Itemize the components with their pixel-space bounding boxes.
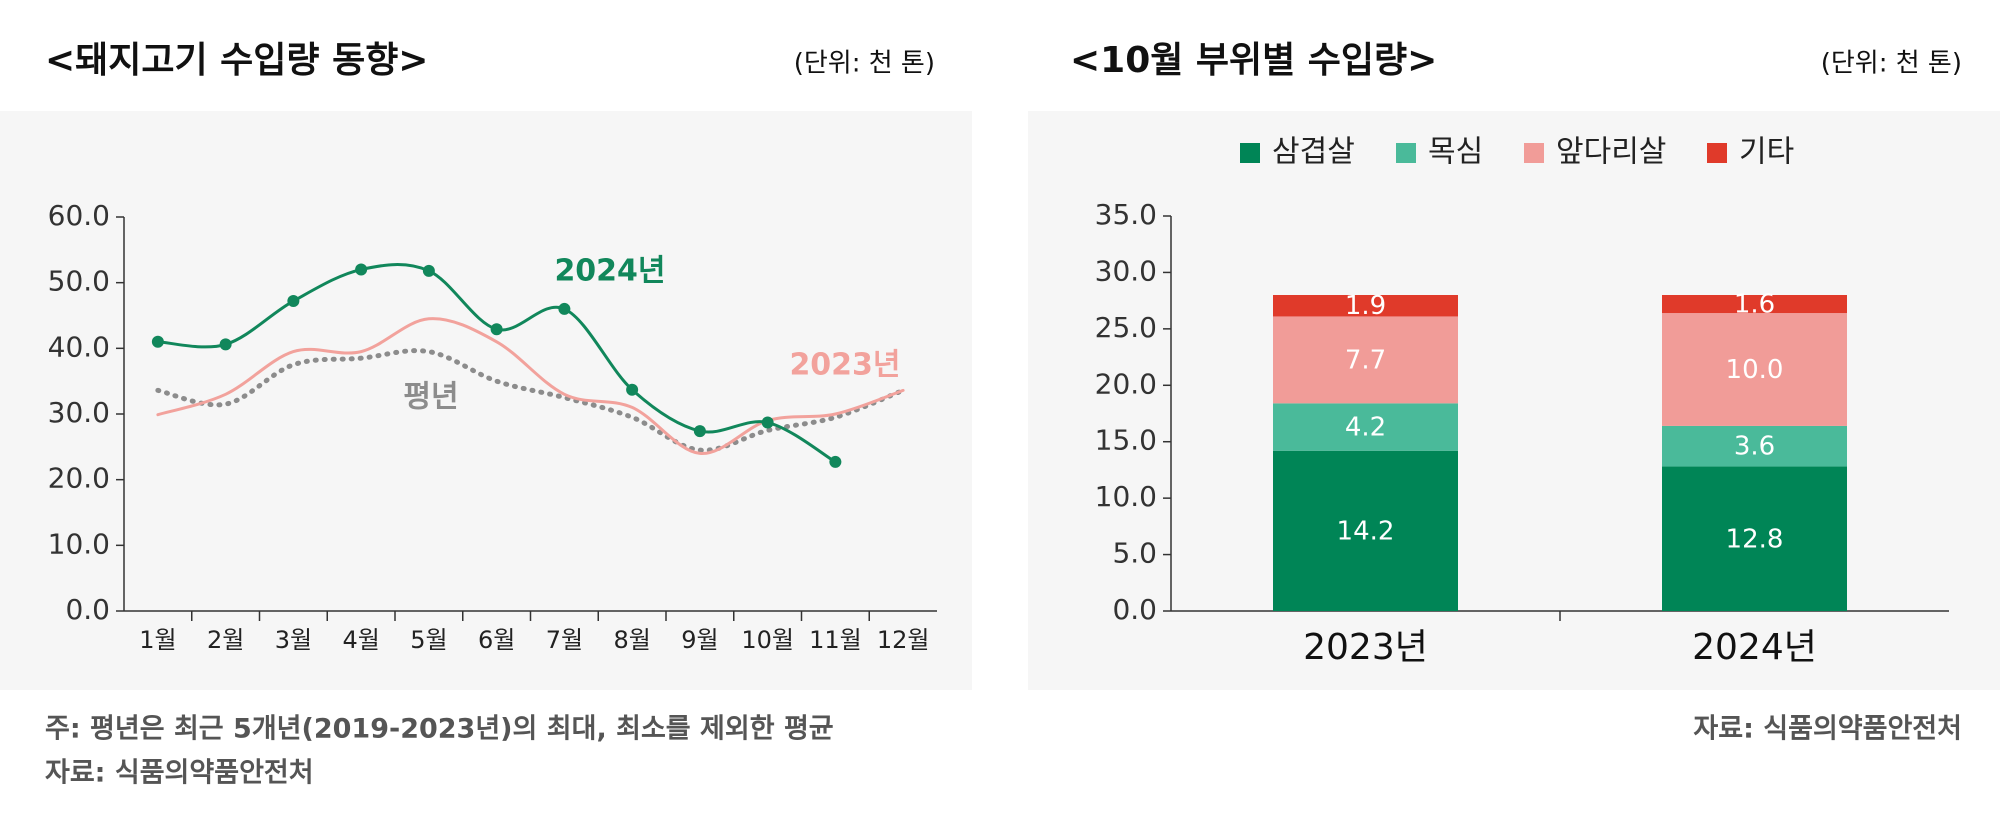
value-label: 4.2: [1345, 413, 1386, 443]
legend-label: 삼겹살: [1272, 135, 1355, 170]
x-tick-label: 9월: [681, 626, 718, 654]
x-tick-label: 10월: [741, 626, 794, 654]
point: [626, 383, 639, 396]
y-tick-label: 5.0: [1112, 537, 1157, 570]
right-panel: [1028, 111, 2000, 690]
y-tick-label: 0.0: [65, 593, 110, 626]
legend-label: 목심: [1428, 135, 1483, 170]
y-tick-label: 30.0: [48, 396, 110, 429]
point: [693, 425, 706, 438]
point: [422, 264, 435, 277]
legend-swatch: [1707, 143, 1727, 163]
value-label: 14.2: [1337, 516, 1395, 546]
x-tick-label: 12월: [877, 626, 930, 654]
bar-segment: [1273, 295, 1458, 317]
bar-segment: [1662, 466, 1847, 611]
note: 주: 평년은 최근 5개년(2019-2023년)의 최대, 최소를 제외한 평…: [45, 714, 834, 745]
y-tick-label: 30.0: [1095, 254, 1157, 287]
bar-segment: [1273, 450, 1458, 611]
value-label: 10.0: [1726, 355, 1784, 385]
value-label: 1.6: [1734, 290, 1775, 320]
chart-title: <돼지고기 수입량 동향>: [45, 40, 428, 81]
y-tick-label: 60.0: [48, 199, 110, 232]
y-tick-label: 10.0: [1095, 480, 1157, 513]
bar-segment: [1662, 425, 1847, 467]
bar-segment: [1662, 313, 1847, 426]
legend-label: 앞다리살: [1556, 135, 1666, 170]
point: [287, 295, 300, 308]
bar-segment: [1273, 316, 1458, 404]
x-tick-label: 2024년: [1692, 627, 1817, 668]
legend-label: 기타: [1739, 135, 1794, 170]
legend-swatch: [1524, 143, 1544, 163]
x-tick-label: 7월: [546, 626, 583, 654]
series-label: 2023년: [789, 348, 900, 383]
unit: (단위: 천 톤): [794, 49, 935, 79]
value-label: 1.9: [1345, 291, 1386, 321]
x-tick-label: 8월: [613, 626, 650, 654]
bar-segment: [1662, 295, 1847, 314]
source: 자료: 식품의약품안전처: [45, 758, 314, 789]
y-tick-label: 40.0: [48, 330, 110, 363]
point: [558, 302, 571, 315]
legend-swatch: [1240, 143, 1260, 163]
point: [829, 455, 842, 468]
y-tick-label: 0.0: [1112, 593, 1157, 626]
value-label: 12.8: [1726, 524, 1784, 554]
point: [490, 323, 503, 336]
y-tick-label: 15.0: [1095, 424, 1157, 457]
x-tick-label: 11월: [809, 626, 862, 654]
x-tick-label: 4월: [342, 626, 379, 654]
x-tick-label: 3월: [275, 626, 312, 654]
x-tick-label: 2월: [207, 626, 244, 654]
point: [761, 416, 774, 429]
source: 자료: 식품의약품안전처: [1693, 714, 1962, 745]
point: [355, 263, 368, 276]
y-tick-label: 25.0: [1095, 311, 1157, 344]
unit: (단위: 천 톤): [1821, 49, 1962, 79]
x-tick-label: 5월: [410, 626, 447, 654]
value-label: 3.6: [1734, 432, 1775, 462]
y-tick-label: 50.0: [48, 265, 110, 298]
y-tick-label: 35.0: [1095, 198, 1157, 231]
x-tick-label: 1월: [139, 626, 176, 654]
x-tick-label: 6월: [478, 626, 515, 654]
value-label: 7.7: [1345, 345, 1386, 375]
y-tick-label: 10.0: [48, 527, 110, 560]
y-tick-label: 20.0: [48, 462, 110, 495]
x-tick-label: 2023년: [1303, 627, 1428, 668]
series-label: 평년: [403, 380, 458, 415]
bar-segment: [1273, 403, 1458, 451]
legend-swatch: [1396, 143, 1416, 163]
point: [151, 335, 164, 348]
chart-title: <10월 부위별 수입량>: [1070, 40, 1437, 81]
line-series: [155, 348, 906, 453]
y-tick-label: 20.0: [1095, 367, 1157, 400]
series-label: 2024년: [554, 254, 665, 289]
point: [219, 338, 232, 351]
left-panel: [0, 111, 972, 690]
